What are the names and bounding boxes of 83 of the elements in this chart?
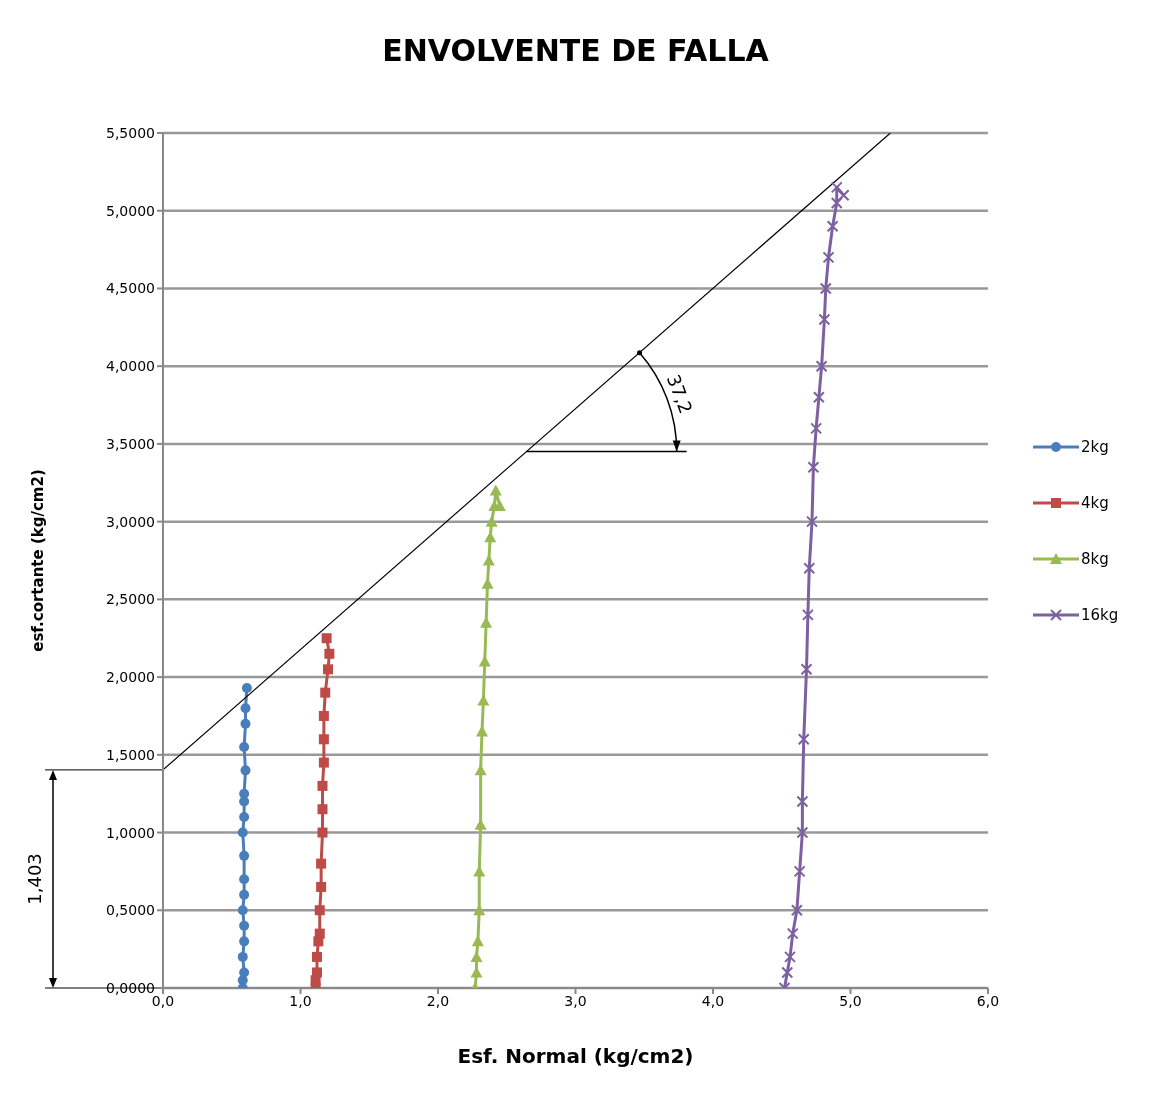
point (800, 663, 813, 676)
y-tick-label: 1,5000 (106, 746, 155, 763)
x-tick-label: 3,0 (564, 992, 587, 1009)
y-tick-label: 5,5000 (106, 124, 155, 141)
point (826, 220, 839, 233)
point (314, 928, 325, 939)
text: 1,403 (24, 853, 45, 905)
legend-label: 8kg (1081, 550, 1109, 568)
chart-title: ENVOLVENTE DE FALLA (381, 33, 770, 68)
point (317, 827, 328, 838)
point (484, 531, 497, 543)
y-axis-title: esf.cortante (kg/cm2) (29, 469, 48, 652)
point (784, 950, 796, 963)
point (489, 484, 502, 496)
point (796, 795, 809, 808)
point (237, 951, 248, 962)
point (801, 608, 814, 621)
point (241, 682, 252, 693)
point (810, 422, 823, 435)
point (239, 920, 250, 931)
y-tick-label: 3,5000 (106, 435, 155, 452)
legend-label: 16kg (1081, 606, 1119, 624)
x-tick-label: 4,0 (701, 992, 725, 1009)
point (830, 181, 843, 194)
point (797, 733, 810, 746)
point (796, 826, 809, 839)
y-tick-label: 0,5000 (106, 902, 155, 919)
point (786, 927, 799, 940)
annotation: 37,2 (662, 371, 697, 417)
point (793, 865, 806, 878)
point (318, 757, 329, 768)
y-tick-label: 4,0000 (106, 358, 155, 375)
point (239, 967, 250, 978)
point (239, 742, 250, 753)
point (239, 812, 250, 822)
legend-label: 2kg (1081, 438, 1109, 456)
point (818, 313, 831, 326)
point (320, 687, 331, 698)
y-tick-label: 2,5000 (106, 591, 155, 608)
x-tick-label: 1,0 (289, 992, 312, 1009)
point (812, 391, 825, 404)
point (324, 648, 335, 659)
point (237, 905, 248, 916)
y-tick-label: 1,0000 (106, 824, 155, 841)
point (317, 804, 328, 815)
point (239, 874, 250, 885)
point (806, 515, 818, 528)
x-tick-label: 6,0 (976, 992, 1000, 1009)
point (321, 633, 332, 644)
point (239, 850, 250, 861)
point (822, 251, 835, 264)
point (830, 196, 843, 209)
x-tick-label: 2,0 (426, 992, 450, 1009)
point (239, 889, 250, 900)
x-axis-title: Esf. Normal (kg/cm2) (457, 1044, 694, 1068)
point (815, 360, 828, 373)
y-tick-label: 3,0000 (106, 513, 155, 530)
point (781, 966, 794, 979)
y-tick-label: 4,5000 (106, 280, 155, 297)
point (316, 881, 327, 892)
point (837, 189, 850, 202)
legend-label: 4kg (1081, 494, 1109, 512)
point (240, 703, 251, 714)
point (803, 562, 816, 575)
point (240, 765, 251, 776)
point (790, 904, 803, 917)
point (237, 827, 248, 838)
point (318, 710, 329, 721)
x-tick-label: 5,0 (839, 992, 862, 1009)
point (239, 788, 250, 799)
point (807, 461, 820, 474)
point (240, 718, 251, 729)
point (317, 780, 328, 791)
point (239, 936, 250, 947)
point (312, 967, 322, 978)
point (819, 282, 832, 295)
y-tick-label: 5,0000 (106, 202, 155, 219)
point (312, 951, 322, 962)
point (316, 858, 327, 869)
point (318, 734, 329, 745)
point (314, 905, 325, 916)
y-tick-label: 2,0000 (106, 669, 155, 686)
point (323, 664, 333, 675)
